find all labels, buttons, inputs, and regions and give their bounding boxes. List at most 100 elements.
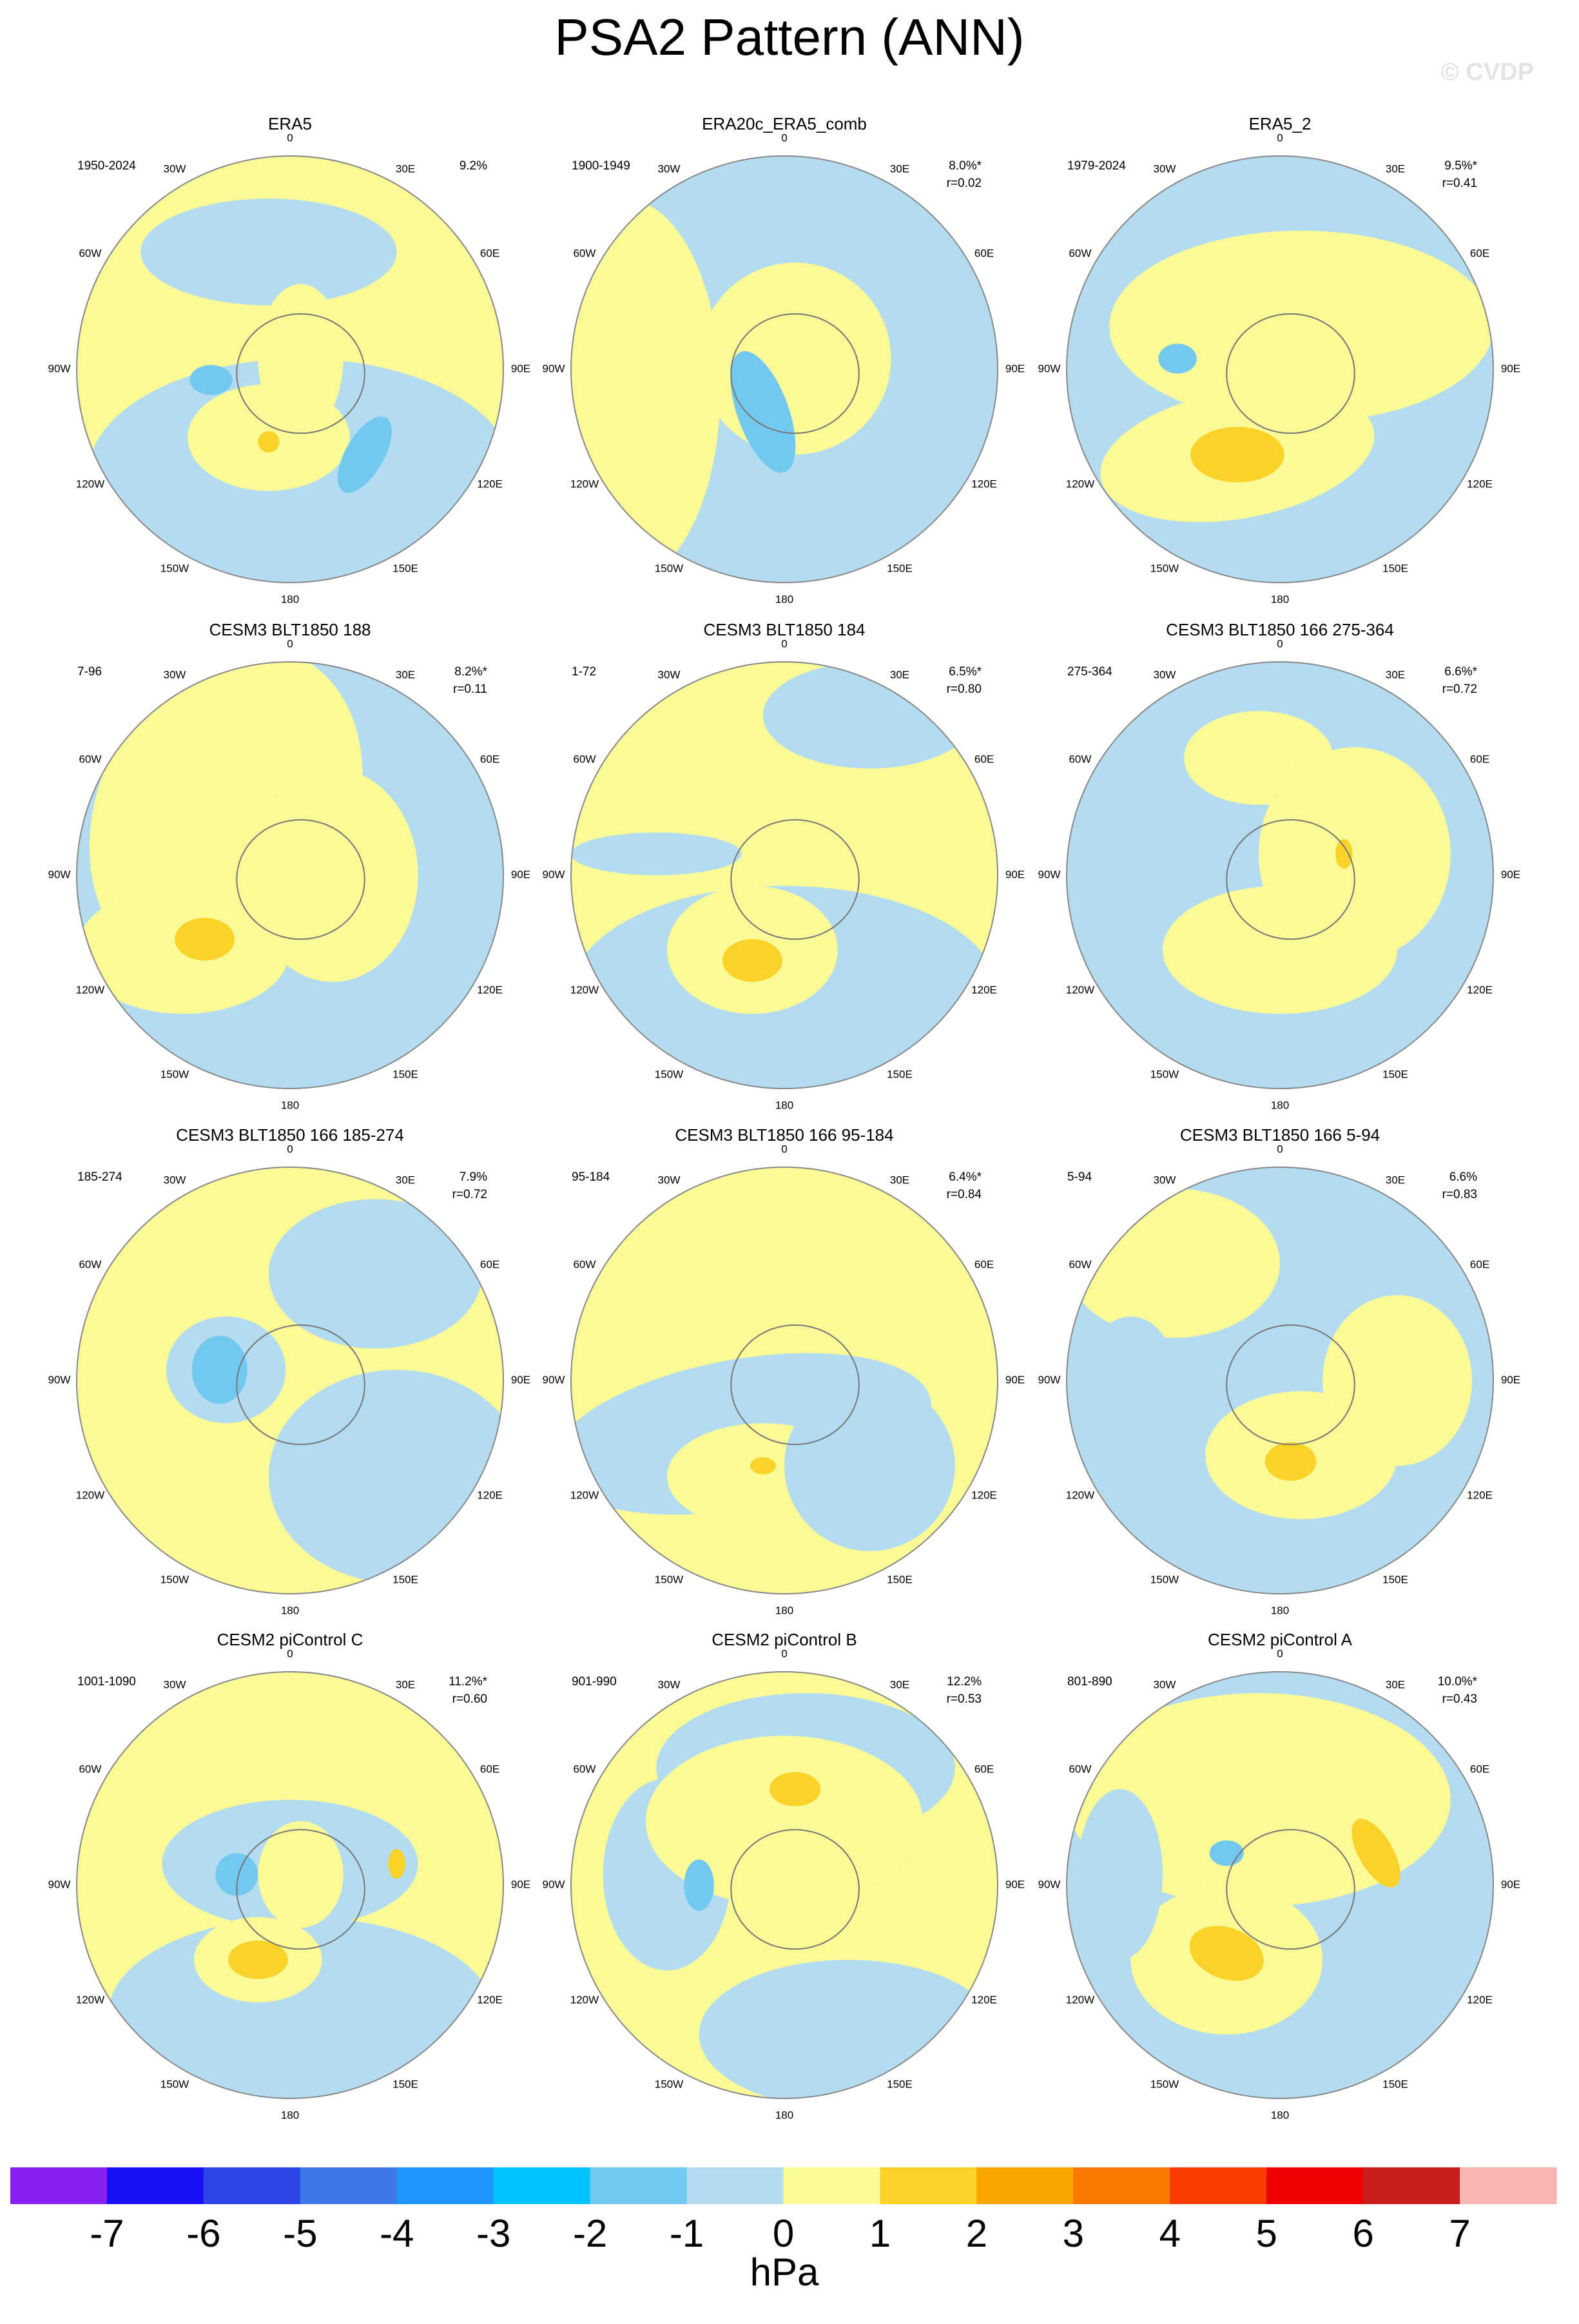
period-label: 1001-1090 [77,1675,136,1689]
field-contour [1351,1819,1400,1888]
field-contour [258,284,344,434]
variance-label: 6.6%* [1444,665,1477,679]
panel-title: CESM2 piControl C [217,1630,363,1649]
figure-title: PSA2 Pattern (ANN) [554,8,1024,66]
longitude-label: 180 [775,1099,793,1111]
longitude-label: 90W [543,362,565,374]
longitude-label: 90W [48,362,71,374]
longitude-label: 120E [971,478,997,490]
field-contour [571,199,721,583]
longitude-label: 150W [160,563,189,575]
colorbar-tick-label: 3 [1063,2212,1084,2255]
longitude-label: 0 [781,1143,787,1155]
longitude-label: 60W [1069,753,1091,765]
longitude-label: 30E [396,162,415,175]
longitude-label: 90W [543,1373,565,1386]
map-field [77,1672,503,2098]
longitude-label: 60E [1470,1258,1489,1270]
longitude-label: 30W [658,1678,681,1690]
colorbar-box [1363,2167,1460,2204]
longitude-label: 90E [1501,1878,1520,1890]
field-contour [1335,838,1353,869]
map-panel: 0 30E 60E 90E 120E 150E 180 150W 120W 90W 60W 30W CE… [48,1125,531,1617]
field-contour [1264,1442,1317,1481]
longitude-label: 0 [781,1647,787,1660]
field-contour [258,431,280,453]
longitude-label: 30W [164,162,186,175]
field-contour [140,199,397,305]
longitude-label: 30W [164,668,186,681]
longitude-label: 90W [48,1878,71,1890]
field-contour [684,1859,714,1911]
longitude-label: 180 [281,1099,299,1111]
panel-title: CESM3 BLT1850 166 185-274 [176,1125,404,1145]
panel-title: CESM2 piControl A [1208,1630,1353,1649]
field-contour [699,262,891,455]
longitude-label: 30E [890,1678,909,1690]
map-border [76,661,504,1089]
longitude-label: 120W [76,1489,104,1501]
coastline [236,818,365,940]
longitude-label: 180 [281,593,299,605]
longitude-label: 120W [1066,478,1094,490]
colorbar-unit: hPa [750,2251,819,2294]
coastline [730,1324,860,1446]
coastline [236,1324,365,1446]
longitude-label: 120E [1467,983,1493,996]
longitude-label: 0 [287,637,293,650]
field-contour [268,1199,482,1349]
longitude-label: 90W [543,1878,565,1890]
field-contour [1077,1789,1163,1960]
map-field [571,156,998,583]
period-label: 1900-1949 [572,159,630,173]
period-label: 7-96 [77,665,102,679]
map-border [570,1671,998,2099]
field-contour [1109,230,1493,423]
longitude-label: 60W [573,753,596,765]
longitude-label: 180 [1271,2109,1289,2121]
colorbar-tick-label: 1 [869,2212,891,2255]
longitude-label: 60W [79,753,101,765]
longitude-label: 150E [1382,1574,1408,1586]
map-field [77,156,503,583]
colorbar-tick-label: 0 [773,2212,794,2255]
map-panel: 0 30E 60E 90E 120E 150E 180 150W 120W 90W 60W 30W CE… [543,1630,1025,2122]
map-panel: 0 30E 60E 90E 120E 150E 180 150W 120W 90W 60W 30W ER… [48,114,531,606]
variance-label: 6.4%* [949,1170,982,1184]
longitude-label: 150W [655,1069,683,1081]
panel-title: CESM3 BLT1850 166 275-364 [1166,620,1394,639]
map-panel: 0 30E 60E 90E 120E 150E 180 150W 120W 90W 60W 30W ER… [1038,114,1521,606]
longitude-label: 180 [775,2109,793,2121]
longitude-label: 60E [480,1258,499,1270]
longitude-label: 90E [1005,1878,1025,1890]
longitude-label: 180 [281,1604,299,1616]
colorbar-tick-label: -4 [380,2212,414,2255]
longitude-label: 120E [1467,1489,1493,1501]
map-field [77,1167,503,1594]
longitude-label: 120E [477,1993,503,2006]
longitude-label: 150W [160,1574,189,1586]
map-border [570,155,998,583]
longitude-label: 120W [76,1993,104,2006]
longitude-label: 60E [1470,247,1489,259]
field-contour [1209,1840,1244,1866]
correlation-label: r=0.53 [947,1692,982,1706]
coastline [236,1828,365,1950]
period-label: 95-184 [572,1170,610,1184]
correlation-label: r=0.83 [1442,1188,1477,1201]
longitude-label: 180 [1271,1099,1289,1111]
longitude-label: 120E [971,1993,997,2006]
colorbar-box [1170,2167,1267,2204]
longitude-label: 30E [890,1174,909,1186]
longitude-label: 0 [781,637,787,650]
variance-label: 6.5%* [949,665,982,679]
longitude-label: 120W [570,983,599,996]
longitude-label: 150E [1382,2078,1408,2091]
period-label: 5-94 [1067,1170,1092,1184]
colorbar-box [783,2167,880,2204]
field-contour [337,416,392,493]
longitude-label: 180 [1271,593,1289,605]
variance-label: 12.2% [947,1675,982,1689]
longitude-label: 0 [287,1647,293,1660]
longitude-label: 30W [658,668,681,681]
